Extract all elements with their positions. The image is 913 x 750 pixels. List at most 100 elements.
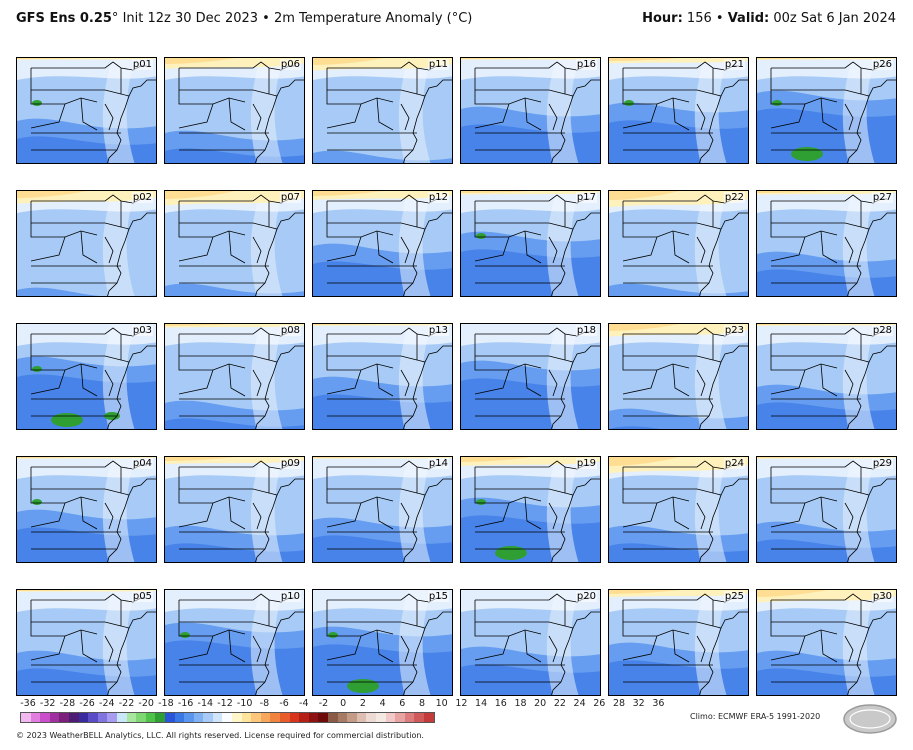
valid-value: 00z Sat 6 Jan 2024 [773, 11, 896, 26]
colorbar-tick-label: 16 [494, 698, 507, 709]
anomaly-map [165, 58, 304, 163]
copyright: © 2023 WeatherBELL Analytics, LLC. All r… [16, 731, 424, 740]
colorbar-cell [423, 713, 434, 722]
anomaly-map [17, 58, 156, 163]
map-title: GFS Ens 0.25° Init 12z 30 Dec 2023 • 2m … [16, 11, 472, 26]
colorbar-tick-label: 24 [573, 698, 586, 709]
colorbar-tick-label: 8 [418, 698, 426, 709]
ensemble-panels: p01 p06 p11 p16 p21 p26 p02 p07 p12 p17 p22 p27 p03 p… [16, 57, 897, 696]
colorbar-cell [40, 713, 50, 722]
member-label: p03 [131, 325, 153, 336]
colorbar-tick-label: 32 [632, 698, 645, 709]
model-name: GFS Ens 0.25 [16, 11, 112, 26]
member-label: p19 [575, 458, 597, 469]
ensemble-member-panel: p01 [16, 57, 157, 164]
ensemble-member-panel: p11 [312, 57, 453, 164]
colorbar-cell [203, 713, 213, 722]
member-label: p05 [131, 591, 153, 602]
ensemble-member-panel: p09 [164, 456, 305, 563]
colorbar-cell [347, 713, 357, 722]
colorbar-tick-label: 10 [435, 698, 448, 709]
colorbar-tick-label: -12 [217, 698, 233, 709]
colorbar-tick-label: 14 [475, 698, 488, 709]
colorbar-cell [308, 713, 319, 722]
colorbar-cell [232, 713, 242, 722]
colorbar-cell [251, 713, 261, 722]
member-label: p22 [723, 192, 745, 203]
member-label: p24 [723, 458, 745, 469]
colorbar-tick-label: 18 [514, 698, 527, 709]
member-label: p15 [427, 591, 449, 602]
ensemble-member-panel: p02 [16, 190, 157, 297]
colorbar-tick-label: 28 [612, 698, 626, 709]
member-label: p26 [871, 59, 893, 70]
colorbar [20, 712, 435, 723]
colorbar-cell [395, 713, 405, 722]
colorbar-cell [356, 713, 367, 722]
ensemble-member-panel: p04 [16, 456, 157, 563]
colorbar-cell [116, 713, 127, 722]
colorbar-tick-label: 36 [652, 698, 665, 709]
anomaly-map [461, 58, 600, 163]
degree-symbol: ° [111, 11, 119, 26]
colorbar-cell [193, 713, 204, 722]
colorbar-tick-label: -18 [158, 698, 174, 709]
colorbar-tick-label: -16 [177, 698, 194, 709]
colorbar-cell [30, 713, 41, 722]
member-label: p28 [871, 325, 893, 336]
ensemble-member-panel: p30 [756, 589, 897, 696]
colorbar-tick-label: -6 [279, 698, 289, 709]
member-label: p14 [427, 458, 449, 469]
colorbar-cell [21, 713, 31, 722]
ensemble-member-panel: p12 [312, 190, 453, 297]
anomaly-map [609, 191, 748, 296]
member-label: p08 [279, 325, 301, 336]
anomaly-map [17, 191, 156, 296]
ensemble-member-panel: p06 [164, 57, 305, 164]
ensemble-member-panel: p07 [164, 190, 305, 297]
member-label: p17 [575, 192, 597, 203]
colorbar-cell [318, 713, 328, 722]
anomaly-map [17, 590, 156, 695]
ensemble-member-panel: p10 [164, 589, 305, 696]
ensemble-member-panel: p23 [608, 323, 749, 430]
colorbar-tick-label: 20 [534, 698, 547, 709]
anomaly-map [165, 191, 304, 296]
title-details: Init 12z 30 Dec 2023 • 2m Temperature An… [122, 11, 473, 26]
colorbar-cell [88, 713, 98, 722]
member-label: p12 [427, 192, 449, 203]
member-label: p30 [871, 591, 893, 602]
ensemble-member-panel: p17 [460, 190, 601, 297]
ensemble-member-panel: p25 [608, 589, 749, 696]
colorbar-cell [78, 713, 89, 722]
member-label: p07 [279, 192, 301, 203]
member-label: p18 [575, 325, 597, 336]
valid-time: Hour: 156 • Valid: 00z Sat 6 Jan 2024 [642, 11, 896, 26]
ensemble-member-panel: p03 [16, 323, 157, 430]
member-label: p29 [871, 458, 893, 469]
colorbar-cell [184, 713, 194, 722]
ensemble-member-panel: p15 [312, 589, 453, 696]
hour-label: Hour: [642, 11, 683, 26]
anomaly-map [757, 58, 896, 163]
colorbar-tick-label: -22 [118, 698, 135, 709]
colorbar-cell [126, 713, 137, 722]
member-label: p27 [871, 192, 893, 203]
ensemble-member-panel: p24 [608, 456, 749, 563]
anomaly-map [461, 590, 600, 695]
colorbar-tick-label: -4 [299, 698, 309, 709]
anomaly-map [313, 191, 452, 296]
anomaly-map [757, 191, 896, 296]
member-label: p02 [131, 192, 153, 203]
colorbar-cell [337, 713, 348, 722]
colorbar-tick-label: -8 [259, 698, 270, 709]
colorbar-cell [222, 713, 233, 722]
hour-value: 156 [686, 11, 712, 26]
colorbar-tick-label: -28 [59, 698, 76, 709]
anomaly-map [313, 324, 452, 429]
anomaly-map [313, 590, 452, 695]
member-label: p20 [575, 591, 597, 602]
colorbar-cell [241, 713, 252, 722]
member-label: p09 [279, 458, 301, 469]
weatherbell-logo [843, 704, 897, 734]
